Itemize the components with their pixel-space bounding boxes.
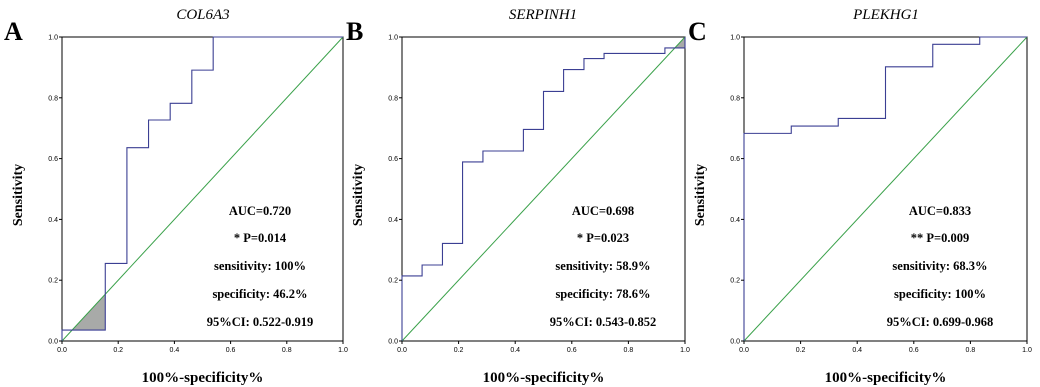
y-tick-label: 0.2 — [730, 278, 740, 285]
y-tick-label: 0.4 — [388, 217, 398, 224]
y-tick-label: 1.0 — [388, 35, 398, 42]
chart-title: PLEKHG1 — [852, 7, 919, 23]
x-tick-label: 0.6 — [567, 347, 577, 354]
reference-diagonal — [743, 36, 1028, 342]
y-tick-label: 1.0 — [730, 35, 740, 42]
stat-annotation: sensitivity: 58.9% — [555, 259, 650, 273]
x-tick-label: 0.0 — [57, 347, 67, 354]
roc-panel-b: B SERPINH1 0.00.0 0.2 0.2 0.4 0.4 0.6 0.6 0.8 0.8 1… — [346, 7, 690, 386]
y-axis-label: Sensitivity — [11, 164, 26, 226]
stat-annotation: specificity: 78.6% — [555, 287, 650, 301]
y-tick-label: 0.4 — [48, 217, 58, 224]
plot-frame — [61, 36, 344, 342]
stat-annotation: * P=0.014 — [234, 231, 287, 245]
stat-annotation: sensitivity: 100% — [214, 259, 306, 273]
panel-letter: B — [346, 17, 363, 46]
stat-annotation: AUC=0.833 — [909, 204, 971, 218]
x-tick-label: 0.2 — [796, 347, 806, 354]
stat-annotation: AUC=0.698 — [572, 204, 634, 218]
x-axis-label: 100%-specificity% — [483, 370, 605, 386]
x-tick-label: 0.0 — [739, 347, 749, 354]
y-tick-label: 0.6 — [730, 156, 740, 163]
y-tick-label: 0.4 — [730, 217, 740, 224]
x-axis-label: 100%-specificity% — [142, 370, 264, 386]
x-tick-label: 0.2 — [113, 347, 123, 354]
x-tick-label: 1.0 — [1022, 347, 1032, 354]
y-tick-label: 0.0 — [730, 339, 740, 346]
x-tick-label: 0.8 — [282, 347, 292, 354]
stat-annotation: AUC=0.720 — [229, 204, 291, 218]
y-axis-label: Sensitivity — [351, 164, 366, 226]
x-tick-label: 1.0 — [338, 347, 348, 354]
y-tick-label: 0.8 — [388, 95, 398, 102]
x-tick-label: 0.6 — [226, 347, 236, 354]
roc-panel-c: C PLEKHG1 0.00.0 0.2 0.2 0.4 0.4 0.6 0.6 0.8 0.8 1.… — [688, 7, 1032, 386]
reference-diagonal — [401, 36, 686, 342]
x-tick-label: 0.8 — [966, 347, 976, 354]
y-tick-label: 0.2 — [388, 278, 398, 285]
stat-annotation: specificity: 46.2% — [212, 287, 307, 301]
roc-curve — [61, 36, 343, 341]
x-tick-label: 0.8 — [624, 347, 634, 354]
panel-letter: C — [688, 17, 707, 46]
reference-diagonal — [61, 36, 344, 342]
y-tick-label: 0.8 — [730, 95, 740, 102]
x-tick-label: 0.4 — [852, 347, 862, 354]
y-tick-label: 0.0 — [388, 339, 398, 346]
x-tick-label: 0.4 — [510, 347, 520, 354]
chart-title: COL6A3 — [176, 7, 229, 23]
x-tick-label: 0.2 — [454, 347, 464, 354]
x-axis-label: 100%-specificity% — [825, 370, 947, 386]
roc-panel-a: A COL6A3 0.00.0 0.2 0.2 0.4 0.4 0.6 0.6 0.8 0.8 1.0… — [4, 7, 348, 386]
y-tick-label: 1.0 — [48, 35, 58, 42]
stat-annotation: ** P=0.009 — [911, 231, 970, 245]
x-tick-label: 0.4 — [170, 347, 180, 354]
roc-curve — [401, 37, 686, 341]
y-tick-label: 0.6 — [48, 156, 58, 163]
panel-letter: A — [4, 17, 23, 46]
x-tick-label: 0.0 — [397, 347, 407, 354]
plot-frame — [401, 36, 686, 342]
chart-title: SERPINH1 — [509, 7, 577, 23]
y-tick-label: 0.2 — [48, 278, 58, 285]
y-tick-label: 0.6 — [388, 156, 398, 163]
y-axis-label: Sensitivity — [693, 164, 708, 226]
stat-annotation: specificity: 100% — [894, 287, 986, 301]
stat-annotation: 95%CI: 0.699-0.968 — [887, 315, 994, 329]
y-tick-label: 0.0 — [48, 339, 58, 346]
x-tick-label: 1.0 — [680, 347, 690, 354]
roc-curve — [743, 36, 1027, 341]
stat-annotation: * P=0.023 — [577, 231, 629, 245]
stat-annotation: 95%CI: 0.522-0.919 — [207, 315, 314, 329]
stat-annotation: sensitivity: 68.3% — [892, 259, 987, 273]
stat-annotation: 95%CI: 0.543-0.852 — [550, 315, 657, 329]
x-tick-label: 0.6 — [909, 347, 919, 354]
y-tick-label: 0.8 — [48, 95, 58, 102]
